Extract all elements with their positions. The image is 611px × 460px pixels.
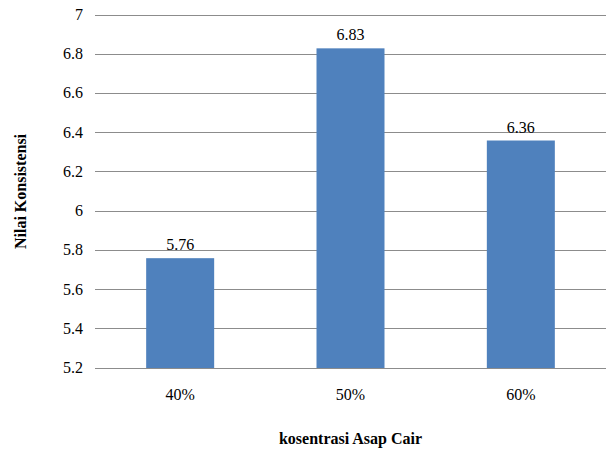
bar xyxy=(487,141,555,368)
y-tick-label: 6.6 xyxy=(63,84,83,101)
data-label: 6.83 xyxy=(337,26,365,43)
x-tick-label: 40% xyxy=(166,386,195,403)
y-axis-label: Nilai Konsistensi xyxy=(12,133,29,249)
y-tick-label: 6 xyxy=(75,202,83,219)
x-tick-label: 50% xyxy=(336,386,365,403)
chart-svg: 5.2 5.4 5.6 5.8 6 6.2 6.4 6.6 6.8 7 5.76 40% 6.83 50%… xyxy=(0,0,611,460)
y-tick-label: 6.2 xyxy=(63,163,83,180)
bar xyxy=(317,48,385,368)
grid-line xyxy=(95,15,606,16)
y-tick-label: 6.8 xyxy=(63,45,83,62)
y-tick-label: 5.8 xyxy=(63,241,83,258)
data-label: 6.36 xyxy=(507,119,535,136)
y-tick-label: 5.6 xyxy=(63,281,83,298)
x-axis-label: kosentrasi Asap Cair xyxy=(279,430,422,448)
y-tick-label: 5.4 xyxy=(63,320,83,337)
bar xyxy=(146,258,214,368)
data-label: 5.76 xyxy=(166,236,194,253)
chart-container: 5.2 5.4 5.6 5.8 6 6.2 6.4 6.6 6.8 7 5.76 40% 6.83 50%… xyxy=(0,0,611,460)
x-tick-label: 60% xyxy=(506,386,535,403)
grid xyxy=(95,15,606,368)
y-tick-label: 5.2 xyxy=(63,359,83,376)
bars xyxy=(146,48,555,368)
y-tick-label: 7 xyxy=(75,6,83,23)
y-tick-label: 6.4 xyxy=(63,124,83,141)
